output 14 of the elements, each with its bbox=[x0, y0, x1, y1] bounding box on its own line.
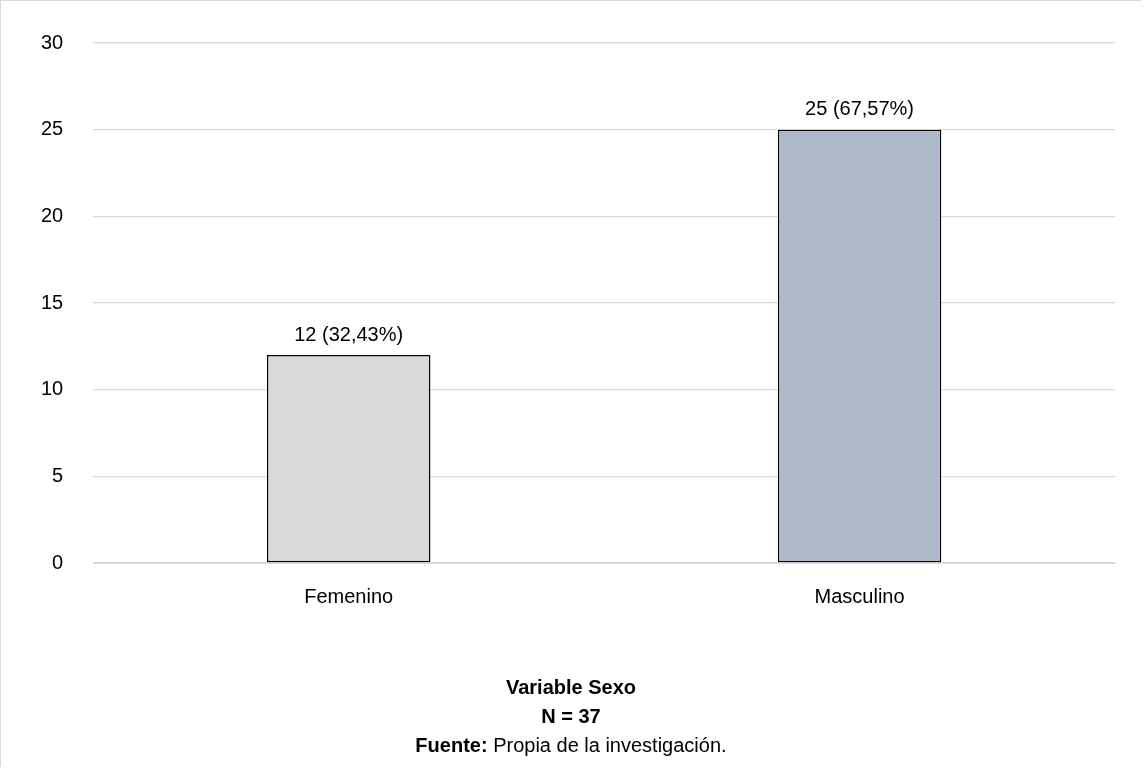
y-tick-label: 30 bbox=[41, 30, 64, 53]
y-tick-label: 10 bbox=[41, 377, 64, 400]
data-label: 25 (67,57%) bbox=[805, 97, 915, 120]
y-tick-label: 25 bbox=[41, 117, 64, 140]
x-axis-title: Variable Sexo bbox=[504, 675, 638, 700]
y-tick-label: 5 bbox=[52, 463, 64, 486]
data-label: 12 (32,43%) bbox=[294, 322, 404, 345]
source-note: Fuente: Propia de la investigación. bbox=[414, 733, 728, 758]
y-tick-label: 15 bbox=[41, 290, 64, 313]
x-tick-label: Masculino bbox=[814, 584, 905, 607]
x-tick-label: Femenino bbox=[304, 584, 394, 607]
y-tick-label: 0 bbox=[52, 550, 64, 573]
y-tick-label: 20 bbox=[41, 203, 64, 226]
text: N = 37 bbox=[540, 704, 602, 729]
